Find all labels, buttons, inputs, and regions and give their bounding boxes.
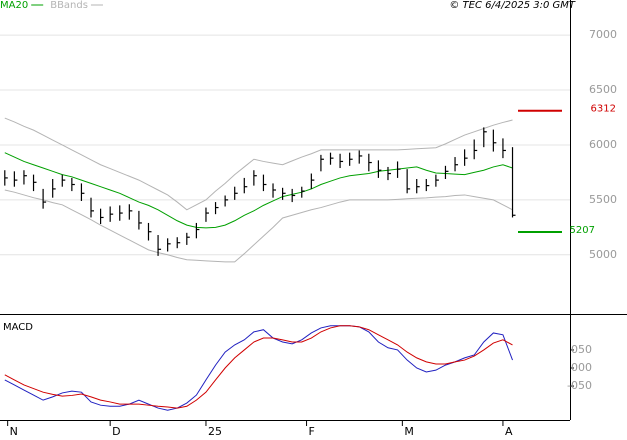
y-tick-label: 6500 xyxy=(589,83,617,96)
band-lower xyxy=(4,189,513,263)
y-tick-label: 6000 xyxy=(589,138,617,151)
legend-label: MA20 xyxy=(0,0,28,11)
y-tick-label: -050 xyxy=(567,379,592,392)
y-tick-label: 050 xyxy=(571,343,592,356)
y-tick-label: 5000 xyxy=(589,248,617,261)
macd-line xyxy=(4,325,513,411)
y-tick-label: 7000 xyxy=(589,28,617,41)
x-tick-label: M xyxy=(404,425,414,438)
credit: © TEC 6/4/2025 3:0 GMT xyxy=(449,0,576,11)
y-tick-label: 5500 xyxy=(589,193,617,206)
band-upper xyxy=(4,117,513,211)
x-tick-label: A xyxy=(505,425,513,438)
x-tick-label: F xyxy=(309,425,315,438)
y-tick-label: 000 xyxy=(571,361,592,374)
x-tick-label: 25 xyxy=(208,425,222,438)
macd-title: MACD xyxy=(3,322,33,333)
level-label: 6312 xyxy=(591,104,616,115)
x-tick-label: N xyxy=(10,425,18,438)
ma-line xyxy=(4,152,513,229)
legend-label: BBands xyxy=(50,0,88,11)
level-label: 5207 xyxy=(570,225,595,236)
macd-line xyxy=(4,325,513,409)
x-tick-label: D xyxy=(112,425,120,438)
